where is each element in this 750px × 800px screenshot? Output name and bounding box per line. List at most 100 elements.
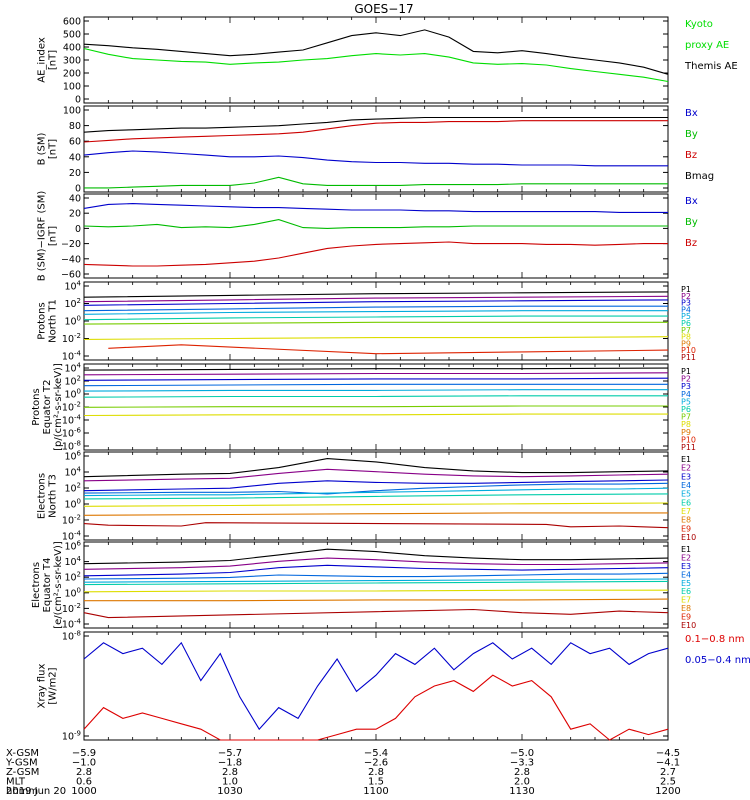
y-tick-label: 102 [64, 375, 81, 388]
series-line-bmag [83, 116, 668, 133]
series-line-e3 [83, 479, 669, 492]
y-tick-label: 60 [69, 137, 81, 148]
y-tick-label: 100 [64, 586, 81, 599]
panel-xray: 10-8 10-9 Xray flux [W/m2] 0.1−0.8 nm 0.05−0.… [37, 630, 750, 743]
legend-entry: E4 [681, 481, 691, 490]
y-tick-label: −60 [61, 270, 81, 281]
ephemeris-value: 2.7 [660, 767, 676, 778]
legend-entry: P7 [681, 326, 691, 335]
y-tick-label: 300 [63, 56, 81, 67]
legend-entry: E2 [681, 553, 691, 562]
series-line-e10 [83, 522, 669, 529]
y-axis-label: [p/(cm²-s-sr-keV)] [53, 363, 64, 451]
series-line-p4 [83, 305, 668, 312]
series-line-e8 [83, 512, 668, 516]
series-line-e5 [83, 578, 669, 583]
legend-entry: Bx [685, 108, 698, 119]
ephemeris-value: 1.0 [222, 777, 238, 788]
y-tick-label: 106 [64, 450, 81, 463]
ephemeris-row-label: X-GSM [6, 748, 39, 759]
ephemeris-value: 1.5 [368, 777, 384, 788]
series-line-bz [83, 241, 668, 267]
legend-entry: Bz [685, 150, 697, 161]
y-tick-label: 10-8 [62, 630, 81, 643]
y-axis-label: Protons [37, 302, 48, 339]
legend-entry: P3 [681, 382, 691, 391]
legend-entry: P7 [681, 413, 691, 422]
series-line-e4 [83, 482, 669, 495]
panel-frame [83, 541, 669, 629]
chart-title: GOES−17 [354, 2, 413, 16]
legend-entry: E6 [681, 498, 691, 507]
ephemeris-value: 1000 [71, 786, 96, 797]
y-axis-label: Equator T2 [42, 380, 53, 435]
y-axis-label: [e/(cm²-s-sr-keV)] [53, 541, 64, 629]
ephemeris-value: −5.9 [72, 748, 96, 759]
y-axis-label: North T3 [48, 474, 59, 518]
date-label: 2019 Jun 20 [6, 786, 66, 797]
series-line-0-05-0-4-nm [83, 641, 669, 731]
legend-entry: E8 [681, 516, 691, 525]
ephemeris-value: 2.0 [514, 777, 530, 788]
legend-entry: P4 [681, 390, 691, 399]
y-tick-label: 104 [64, 466, 81, 479]
series-line-by [84, 176, 668, 189]
legend-entry: By [685, 129, 698, 140]
series-line-e8 [84, 598, 669, 602]
series-line-p3 [83, 377, 669, 381]
y-tick-label: 100 [63, 82, 81, 93]
series-line-p7 [83, 321, 668, 325]
legend-entry: Bmag [685, 171, 714, 182]
legend-entry: P11 [681, 353, 696, 362]
y-tick-label: 100 [64, 388, 81, 401]
legend-entry: P6 [681, 405, 691, 414]
legend-entry: Themis AE [684, 61, 738, 72]
y-tick-label: 10-2 [62, 332, 81, 345]
ephemeris-value: 1030 [217, 786, 242, 797]
legend-entry: P10 [681, 346, 696, 355]
series-line-p6 [83, 395, 668, 398]
legend-entry: P11 [681, 443, 696, 452]
legend-entry: P5 [681, 397, 691, 406]
y-tick-label: 10-2 [62, 602, 81, 615]
legend-entry: E5 [681, 579, 691, 588]
legend-entry: P3 [681, 299, 691, 308]
series-line-p2 [83, 295, 669, 303]
y-tick-label: 100 [63, 106, 81, 117]
ephemeris-value: −1.8 [218, 758, 242, 769]
y-tick-label: 104 [64, 362, 81, 375]
y-tick-label: −20 [61, 239, 81, 250]
legend-entry: P9 [681, 339, 691, 348]
y-tick-label: 102 [64, 297, 81, 310]
series-line-e7 [83, 502, 669, 507]
series-line-p1 [83, 367, 669, 371]
ephemeris-row-label: hhmm [6, 786, 38, 797]
y-tick-label: 10-2 [62, 514, 81, 527]
y-tick-label: 500 [63, 30, 81, 41]
legend-entry: Kyoto [685, 19, 713, 30]
ephemeris-row-label: Y-GSM [5, 758, 38, 769]
ephemeris-value: −3.3 [510, 758, 534, 769]
ephemeris-value: −4.5 [656, 748, 680, 759]
ephemeris-value: −1.0 [72, 758, 96, 769]
ephemeris-value: −5.4 [364, 748, 388, 759]
panel-ae: 600 500 400 300 200 100 0 AE_index [nT] Kyoto prox… [37, 16, 738, 106]
ephemeris-value: 1100 [363, 786, 388, 797]
series-line-bx [83, 203, 668, 213]
ephemeris-value: 1200 [655, 786, 680, 797]
legend-entry: P1 [681, 367, 691, 376]
y-tick-label: 102 [64, 571, 81, 584]
series-line-bz [83, 120, 668, 143]
y-tick-label: 102 [64, 482, 81, 495]
ephemeris-value: 2.8 [514, 767, 530, 778]
y-axis-label: [W/m2] [48, 667, 59, 704]
series-line-p5 [83, 389, 668, 392]
legend-entry: Bx [685, 196, 698, 207]
series-line-e7 [83, 589, 668, 593]
legend-entry: P2 [681, 375, 691, 384]
legend-entry: proxy AE [685, 40, 729, 51]
series-line-e5 [83, 487, 669, 497]
